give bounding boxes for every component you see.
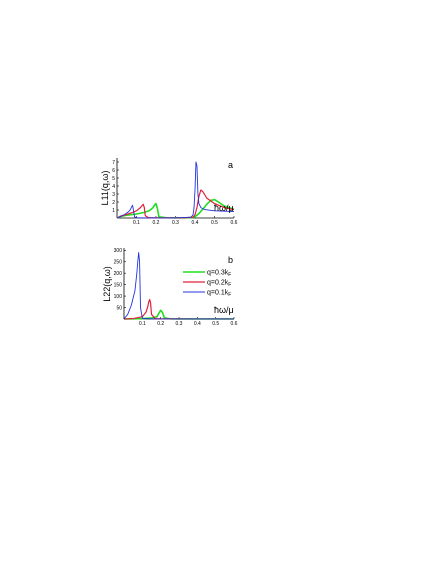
panel-b-xtick-label: 0.5 [212,321,219,327]
panel-a-ytick-label: 7 [112,160,115,166]
panel-a-xtick-label: 0.4 [192,220,199,226]
panel-b-xtick-label: 0.4 [194,321,201,327]
panel-a-xtick-label: 0.5 [211,220,218,226]
legend-label: q=0.2kF [207,280,231,289]
panel-b-xtick-label: 0.6 [231,321,238,327]
panel-b-ytick-label: 100 [114,294,123,300]
panel-a-ytick-label: 1 [112,208,115,214]
panel-b-xlabel: ħω/μ [214,305,234,315]
panel-a-ylabel: L11(q,ω) [100,171,110,206]
panel-b-ylabel: L22(q,ω) [102,266,112,302]
panel-a-ytick-label: 6 [112,168,115,174]
panel-a-ytick-label: 3 [112,192,115,198]
panel-b-xtick-label: 0.2 [157,321,164,327]
panel-b-label: b [228,255,233,265]
panel-a-xtick-label: 0.2 [153,220,160,226]
legend-label: q=0.3kF [207,270,231,279]
panel-b-xtick-label: 0.3 [176,321,183,327]
panel-b-series-3 [123,252,235,320]
panel-a-xtick-label: 0.6 [231,220,238,226]
panel-b-ytick-label: 150 [114,282,123,288]
panel-b-ytick-label: 50 [116,305,122,311]
panel-a-ytick-label: 4 [112,184,115,190]
legend-label: q=0.1kF [207,290,231,299]
panel-b: 0.1 0.2 0.3 0.4 0.5 0.6 50 100 150 200 250 300 b ħω… [102,248,238,327]
panel-b-ytick-label: 200 [114,271,123,277]
panel-a-xlabel: ħω/μ [214,203,234,213]
panel-a-label: a [228,160,233,170]
panel-a-xtick-label: 0.1 [133,220,140,226]
panel-b-ytick-label: 250 [114,260,123,266]
panel-a-xtick-label: 0.3 [172,220,179,226]
panel-a-ytick-label: 5 [112,176,115,182]
panel-a-series-3 [116,161,235,219]
panel-a-ytick-label: 2 [112,200,115,206]
panel-a: 0.1 0.2 0.3 0.4 0.5 0.6 1 2 3 4 5 6 7 a ħω/μ L11(q,ω… [100,158,238,226]
panel-b-xtick-label: 0.1 [139,321,146,327]
panel-b-ytick-label: 300 [114,248,123,254]
